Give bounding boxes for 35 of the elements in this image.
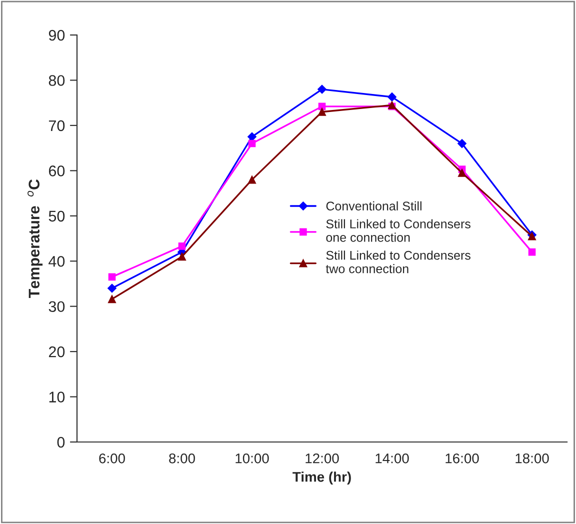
point <box>458 168 466 177</box>
x-tick-label: 10:00 <box>236 453 269 464</box>
point <box>458 139 466 148</box>
y-tick-label: 90 <box>48 30 65 41</box>
point <box>178 252 186 261</box>
point <box>388 92 396 102</box>
y-tick-label: 0 <box>57 436 65 448</box>
point <box>528 248 536 256</box>
point <box>248 176 256 184</box>
y-tick-label: 40 <box>48 256 65 267</box>
point <box>318 84 326 94</box>
point <box>248 140 256 148</box>
y-tick-label: 30 <box>48 301 65 312</box>
x-tick-label: 16:00 <box>446 453 479 464</box>
y-tick-label: 70 <box>48 120 65 132</box>
x-axis-title: Time (hr) <box>292 472 351 485</box>
point <box>318 108 326 116</box>
y-tick-label: 10 <box>49 392 65 402</box>
y-tick-label: 20 <box>48 346 65 358</box>
y-tick-label: 50 <box>48 210 65 222</box>
legend-label: Still Linked to Condensers two connection <box>326 250 470 274</box>
x-tick-label: 8:00 <box>169 453 195 464</box>
point <box>178 242 186 250</box>
x-tick-label: 14:00 <box>376 453 409 464</box>
point <box>108 295 116 304</box>
x-tick-label: 18:00 <box>516 453 549 464</box>
x-tick-label: 12:00 <box>306 453 339 464</box>
y-tick-label: 80 <box>48 75 65 86</box>
point <box>108 273 116 281</box>
legend-label: Conventional Still <box>326 201 422 210</box>
y-axis-title: Temperature $^{o}$C <box>28 179 43 298</box>
point <box>108 284 116 293</box>
legend-label: Still Linked to Condensers one connection <box>326 219 470 242</box>
x-tick-label: 6:00 <box>99 453 125 464</box>
y-tick-label: 60 <box>48 166 65 176</box>
